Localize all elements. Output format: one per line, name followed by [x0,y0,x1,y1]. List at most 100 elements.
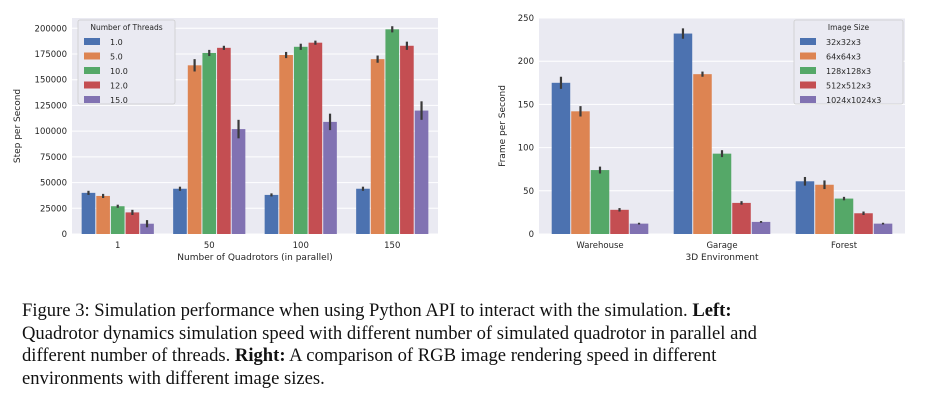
legend-item-label: 15.0 [110,96,128,105]
bar-threads-1-1 [187,65,202,234]
caption-line-4: environments with different image sizes. [22,368,940,391]
legend-item-label: 128x128x3 [826,67,871,76]
caption-text: Quadrotor dynamics simulation speed with… [22,322,757,344]
bar-threads-4-3 [414,110,429,234]
legend-item-label: 64x64x3 [826,53,861,62]
bar-threads-0-3 [356,188,370,234]
legend-swatch [800,96,816,103]
bar-size-1-2 [815,184,834,234]
y-axis-label: Step per Second [13,89,23,163]
bar-threads-0-1 [173,188,187,234]
y-tick-label: 100000 [35,127,67,137]
legend-swatch [800,52,816,60]
bar-threads-1-0 [96,195,110,234]
bar-size-3-1 [732,202,751,234]
legend-swatch [84,38,100,45]
caption-right-label: Right: [234,345,286,366]
legend-item-label: 12.0 [110,82,128,91]
figure-caption: Figure 3: Simulation performance when us… [22,300,940,390]
legend-swatch [84,96,100,103]
bar-threads-2-1 [202,52,217,234]
legend-item-label: 1024x1024x3 [826,96,881,105]
x-tick-label: 100 [293,241,309,251]
legend-item-label: 32x32x3 [826,38,861,47]
y-tick-label: 250 [518,14,534,24]
y-tick-label: 150000 [35,76,67,86]
caption-text: different number of threads. [22,345,231,366]
y-tick-label: 25000 [40,204,67,214]
y-tick-label: 0 [529,230,534,240]
y-axis-label: Frame per Second [498,85,508,167]
bar-threads-3-1 [217,47,231,235]
x-tick-label: 50 [204,241,215,251]
caption-text: A comparison of RGB image rendering spee… [289,345,717,366]
y-tick-label: 200000 [35,24,67,34]
bar-threads-2-0 [110,206,125,234]
bar-threads-3-2 [308,42,323,234]
legend-swatch [800,67,816,74]
bar-size-2-1 [712,153,732,234]
bar-threads-2-2 [293,46,308,234]
bar-size-4-1 [751,221,771,234]
legend-item-label: 10.0 [110,67,128,76]
legend-swatch [84,52,100,60]
legend-title: Image Size [828,23,870,32]
chart-right: 0 50 100 150 200 250 Warehouse Garage Forest 3D E… [498,14,905,263]
legend: Number of Threads 1.0 5.0 10.0 12.0 15.0 [77,19,176,105]
y-tick-label: 175000 [35,50,67,60]
legend-item-label: 512x512x3 [826,82,871,91]
bar-size-1-1 [693,74,712,234]
bar-size-0-0 [551,82,571,234]
bar-size-4-2 [873,223,893,234]
legend-swatch [800,81,816,89]
y-tick-label: 200 [518,57,534,67]
y-tick-label: 75000 [40,153,67,163]
bar-size-1-0 [571,111,590,234]
bar-threads-4-1 [231,129,246,234]
legend-title: Number of Threads [90,23,162,32]
bar-threads-0-0 [81,192,96,234]
legend-swatch [84,81,100,89]
x-tick-label: 1 [115,241,120,251]
legend-swatch [800,38,816,45]
y-tick-label: 150 [518,100,534,110]
bar-threads-3-3 [400,45,414,235]
x-tick-label: 150 [384,241,400,251]
bar-threads-1-3 [370,59,385,235]
y-tick-label: 125000 [35,101,67,111]
legend-item-label: 5.0 [110,53,123,62]
caption-text: environments with different image sizes. [22,367,325,389]
bar-size-3-0 [610,209,629,234]
bar-size-4-0 [629,223,649,234]
y-tick-label: 50 [523,187,534,197]
legend-box [77,19,176,105]
legend-swatch [84,67,100,74]
y-tick-label: 0 [62,230,67,240]
y-tick-label: 100 [518,144,534,154]
bar-size-2-0 [590,170,610,234]
bar-threads-2-3 [385,29,400,234]
legend: Image Size 32x32x3 64x64x3 128x128x3 512x512… [793,19,904,105]
bar-threads-4-2 [323,121,337,234]
x-axis-label: 3D Environment [686,253,759,263]
bar-threads-0-2 [264,194,279,234]
bar-threads-1-2 [279,55,293,235]
x-tick-label: Forest [831,241,858,251]
bar-size-3-2 [854,213,873,234]
caption-line-3: different number of threads. Right: A co… [22,345,940,368]
chart-left: 0 25000 50000 75000 100000 125000 150000 175000… [13,18,438,263]
caption-left-label: Left: [692,300,732,321]
caption-line-1: Figure 3: Simulation performance when us… [22,300,940,323]
caption-text: Figure 3: Simulation performance when us… [22,300,688,321]
bar-size-2-2 [834,198,854,234]
x-tick-label: Warehouse [576,241,623,251]
legend-item-label: 1.0 [110,38,123,47]
legend-box [793,19,904,105]
x-tick-label: Garage [706,241,737,251]
caption-line-2: Quadrotor dynamics simulation speed with… [22,323,940,346]
figure-charts: 0 25000 50000 75000 100000 125000 150000 175000… [13,14,905,263]
bar-threads-4-0 [140,223,154,234]
bar-threads-3-0 [125,212,140,234]
bar-size-0-2 [795,181,815,234]
x-axis-label: Number of Quadrotors (in parallel) [177,253,332,263]
